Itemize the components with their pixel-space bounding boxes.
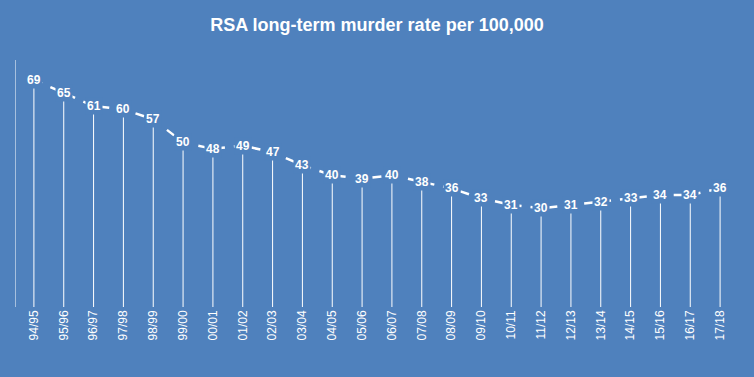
svg-text:36: 36 bbox=[445, 181, 459, 195]
svg-text:96/97: 96/97 bbox=[86, 310, 100, 340]
svg-text:31: 31 bbox=[504, 198, 518, 212]
svg-text:16/17: 16/17 bbox=[683, 310, 697, 340]
svg-text:69: 69 bbox=[27, 73, 41, 87]
svg-text:02/03: 02/03 bbox=[265, 310, 279, 340]
svg-text:09/10: 09/10 bbox=[474, 310, 488, 340]
svg-text:99/00: 99/00 bbox=[176, 310, 190, 340]
svg-text:38: 38 bbox=[415, 175, 429, 189]
svg-text:65: 65 bbox=[57, 86, 71, 100]
svg-text:33: 33 bbox=[624, 191, 638, 205]
svg-text:31: 31 bbox=[564, 198, 578, 212]
svg-text:98/99: 98/99 bbox=[146, 310, 160, 340]
svg-text:03/04: 03/04 bbox=[295, 310, 309, 340]
svg-text:97/98: 97/98 bbox=[116, 310, 130, 340]
svg-text:36: 36 bbox=[713, 181, 727, 195]
svg-text:00/01: 00/01 bbox=[206, 310, 220, 340]
svg-text:10/11: 10/11 bbox=[504, 310, 518, 339]
svg-text:34: 34 bbox=[653, 188, 667, 202]
svg-text:32: 32 bbox=[594, 195, 608, 209]
svg-text:01/02: 01/02 bbox=[236, 310, 250, 340]
svg-text:30: 30 bbox=[534, 201, 548, 215]
svg-text:14/15: 14/15 bbox=[624, 310, 638, 340]
svg-text:08/09: 08/09 bbox=[444, 310, 458, 340]
svg-text:05/06: 05/06 bbox=[355, 310, 369, 340]
svg-text:34: 34 bbox=[683, 188, 697, 202]
svg-text:95/96: 95/96 bbox=[57, 310, 71, 340]
svg-text:40: 40 bbox=[325, 168, 339, 182]
svg-text:50: 50 bbox=[176, 135, 190, 149]
svg-text:43: 43 bbox=[295, 158, 309, 172]
svg-text:57: 57 bbox=[146, 112, 160, 126]
svg-text:07/08: 07/08 bbox=[415, 310, 429, 340]
svg-text:11/12: 11/12 bbox=[534, 310, 548, 339]
svg-text:12/13: 12/13 bbox=[564, 310, 578, 340]
svg-text:49: 49 bbox=[236, 139, 250, 153]
svg-text:39: 39 bbox=[355, 172, 369, 186]
svg-text:40: 40 bbox=[385, 168, 399, 182]
svg-text:RSA long-term murder rate per: RSA long-term murder rate per 100,000 bbox=[210, 15, 543, 35]
svg-text:06/07: 06/07 bbox=[385, 310, 399, 340]
svg-text:33: 33 bbox=[474, 191, 488, 205]
svg-text:15/16: 15/16 bbox=[653, 310, 667, 340]
svg-text:61: 61 bbox=[87, 99, 101, 113]
svg-text:94/95: 94/95 bbox=[27, 310, 41, 340]
svg-text:04/05: 04/05 bbox=[325, 310, 339, 340]
svg-text:13/14: 13/14 bbox=[594, 310, 608, 340]
svg-text:60: 60 bbox=[116, 102, 130, 116]
svg-text:17/18: 17/18 bbox=[713, 310, 727, 340]
svg-text:47: 47 bbox=[266, 145, 280, 159]
svg-text:48: 48 bbox=[206, 142, 220, 156]
